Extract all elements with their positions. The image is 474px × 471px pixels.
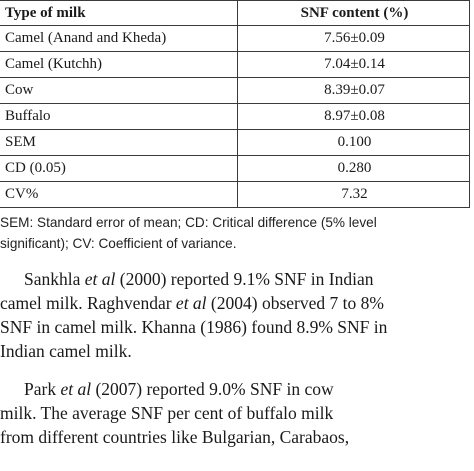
cell-type: Cow [0,77,238,104]
footnote-line: significant); CV: Coefficient of varianc… [0,236,237,251]
cell-snf: 7.56±0.09 [237,25,470,52]
paragraph-park: Park et al (2007) reported 9.0% SNF in c… [0,377,474,449]
et-al-italic: et al [60,379,92,399]
table-row: Camel (Kutchh) 7.04±0.14 [0,51,470,78]
cell-type: CD (0.05) [0,155,238,182]
document-page: Type of milk SNF content (%) Camel (Anan… [0,0,474,449]
text-run: Park [24,379,61,399]
table-row: CV% 7.32 [0,181,470,208]
snf-table: Type of milk SNF content (%) Camel (Anan… [0,0,470,208]
table-row: CD (0.05) 0.280 [0,155,470,182]
paragraph-sankhla: Sankhla et al (2000) reported 9.1% SNF i… [0,267,474,363]
cell-type: CV% [0,181,238,208]
table-row: SEM 0.100 [0,129,470,156]
table-row: Buffalo 8.97±0.08 [0,103,470,130]
cell-snf: 7.04±0.14 [237,51,470,78]
table-row: Cow 8.39±0.07 [0,77,470,104]
footnote-line: SEM: Standard error of mean; CD: Critica… [0,215,377,230]
text-run: (2004) observed 7 to 8% [206,293,384,313]
text-run: (2007) reported 9.0% SNF in cow [91,379,334,399]
table-footnote: SEM: Standard error of mean; CD: Critica… [0,212,474,254]
cell-snf: 0.280 [237,155,470,182]
cell-type: SEM [0,129,238,156]
text-run: camel milk. Raghvendar [0,293,176,313]
text-run: (2000) reported 9.1% SNF in Indian [115,269,374,289]
paragraph-line: milk. The average SNF per cent of buffal… [0,403,334,423]
header-snf-content: SNF content (%) [237,0,470,26]
et-al-italic: et al [84,269,116,289]
paragraph-line: Sankhla et al (2000) reported 9.1% SNF i… [0,267,474,291]
paragraph-line: SNF in camel milk. Khanna (1986) found 8… [0,317,388,337]
cell-snf: 8.39±0.07 [237,77,470,104]
paragraph-line: Indian camel milk. [0,341,132,361]
cell-type: Camel (Anand and Kheda) [0,25,238,52]
cell-snf: 8.97±0.08 [237,103,470,130]
paragraph-line: Park et al (2007) reported 9.0% SNF in c… [0,377,474,401]
et-al-italic: et al [175,293,207,313]
cell-type: Buffalo [0,103,238,130]
text-run: Sankhla [24,269,85,289]
cell-snf: 0.100 [237,129,470,156]
cell-type: Camel (Kutchh) [0,51,238,78]
cell-snf: 7.32 [237,181,470,208]
paragraph-line: camel milk. Raghvendar et al (2004) obse… [0,291,474,315]
header-type-of-milk: Type of milk [0,0,238,26]
paragraph-line: from different countries like Bulgarian,… [0,427,350,447]
table-header-row: Type of milk SNF content (%) [0,0,470,26]
table-row: Camel (Anand and Kheda) 7.56±0.09 [0,25,470,52]
